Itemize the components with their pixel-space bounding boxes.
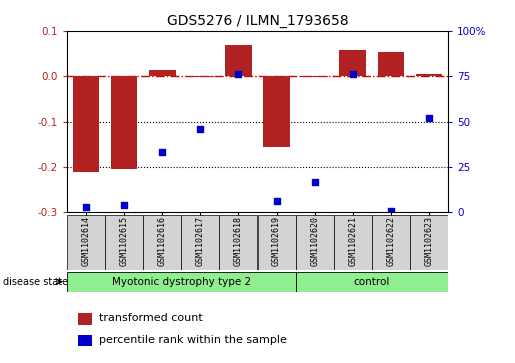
Bar [105, 215, 143, 270]
Text: control: control [354, 277, 390, 287]
Bar [377, 52, 404, 76]
Bar [263, 76, 290, 147]
Point [158, 150, 166, 155]
Bar [258, 215, 296, 270]
Point [349, 72, 357, 77]
Bar [296, 215, 334, 270]
Point [272, 199, 281, 204]
Text: percentile rank within the sample: percentile rank within the sample [99, 335, 287, 345]
Bar [143, 215, 181, 270]
Text: GSM1102618: GSM1102618 [234, 216, 243, 266]
Point [387, 208, 395, 213]
Text: disease state: disease state [3, 277, 67, 287]
Bar [410, 215, 448, 270]
Bar [372, 215, 410, 270]
Bar [334, 215, 372, 270]
Title: GDS5276 / ILMN_1793658: GDS5276 / ILMN_1793658 [167, 15, 348, 28]
Point [196, 126, 204, 132]
Text: GSM1102623: GSM1102623 [424, 216, 434, 266]
Text: GSM1102615: GSM1102615 [119, 216, 129, 266]
Bar [149, 70, 176, 76]
Bar [225, 45, 252, 76]
Bar [78, 313, 92, 325]
Bar [219, 215, 258, 270]
Point [82, 204, 90, 210]
Bar [296, 272, 448, 292]
Point [425, 115, 433, 121]
Text: GSM1102622: GSM1102622 [386, 216, 396, 266]
Text: GSM1102616: GSM1102616 [158, 216, 167, 266]
Text: GSM1102619: GSM1102619 [272, 216, 281, 266]
Point [120, 202, 128, 208]
Text: GSM1102617: GSM1102617 [196, 216, 205, 266]
Bar [67, 272, 296, 292]
Bar [339, 50, 366, 76]
Bar [301, 76, 328, 77]
Text: Myotonic dystrophy type 2: Myotonic dystrophy type 2 [112, 277, 251, 287]
Bar [78, 335, 92, 346]
Bar [181, 215, 219, 270]
Text: GSM1102621: GSM1102621 [348, 216, 357, 266]
Bar [187, 76, 214, 77]
Text: transformed count: transformed count [99, 313, 203, 323]
Bar [73, 76, 99, 171]
Bar [111, 76, 138, 169]
Bar [67, 215, 105, 270]
Text: GSM1102620: GSM1102620 [310, 216, 319, 266]
Point [234, 72, 243, 77]
Point [311, 179, 319, 184]
Text: GSM1102614: GSM1102614 [81, 216, 91, 266]
Bar [416, 74, 442, 76]
